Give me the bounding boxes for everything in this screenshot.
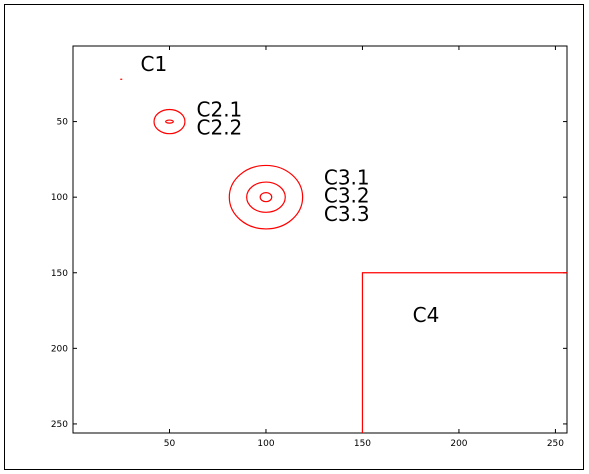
contour-c2-1	[153, 108, 186, 135]
x-tick-label: 50	[164, 439, 176, 449]
contour-c3-3	[259, 192, 273, 203]
y-tick-label: 200	[51, 344, 68, 354]
figure-frame: 50 100 150 200 250 50 100 150 200 250 C1 C2.1 C2.2 C…	[4, 4, 584, 470]
y-tick-label: 100	[51, 193, 68, 203]
y-tick-label: 150	[51, 269, 68, 279]
y-tick-label: 250	[51, 420, 68, 430]
annotation-c3-2: C3.2	[324, 184, 370, 208]
annotation-c1: C1	[141, 52, 168, 76]
annotation-c3-3: C3.3	[324, 202, 370, 226]
x-tick-label: 150	[354, 439, 371, 449]
annotation-c2-2: C2.2	[197, 116, 243, 140]
plot-area	[72, 45, 568, 434]
x-tick-label: 250	[547, 439, 564, 449]
contour-c3-2	[246, 181, 286, 213]
x-tick-label: 100	[257, 439, 274, 449]
annotation-c4: C4	[413, 303, 440, 327]
annotation-c3-1: C3.1	[324, 166, 370, 190]
contour-c4	[361, 272, 567, 433]
contour-c3-1	[228, 164, 304, 230]
annotation-c2-1: C2.1	[197, 97, 243, 121]
x-tick-label: 200	[450, 439, 467, 449]
contour-c2-2	[165, 119, 174, 124]
y-tick-label: 50	[57, 118, 69, 128]
contour-chart: 50 100 150 200 250 50 100 150 200 250 C1 C2.1C2.2 C…	[51, 45, 568, 449]
